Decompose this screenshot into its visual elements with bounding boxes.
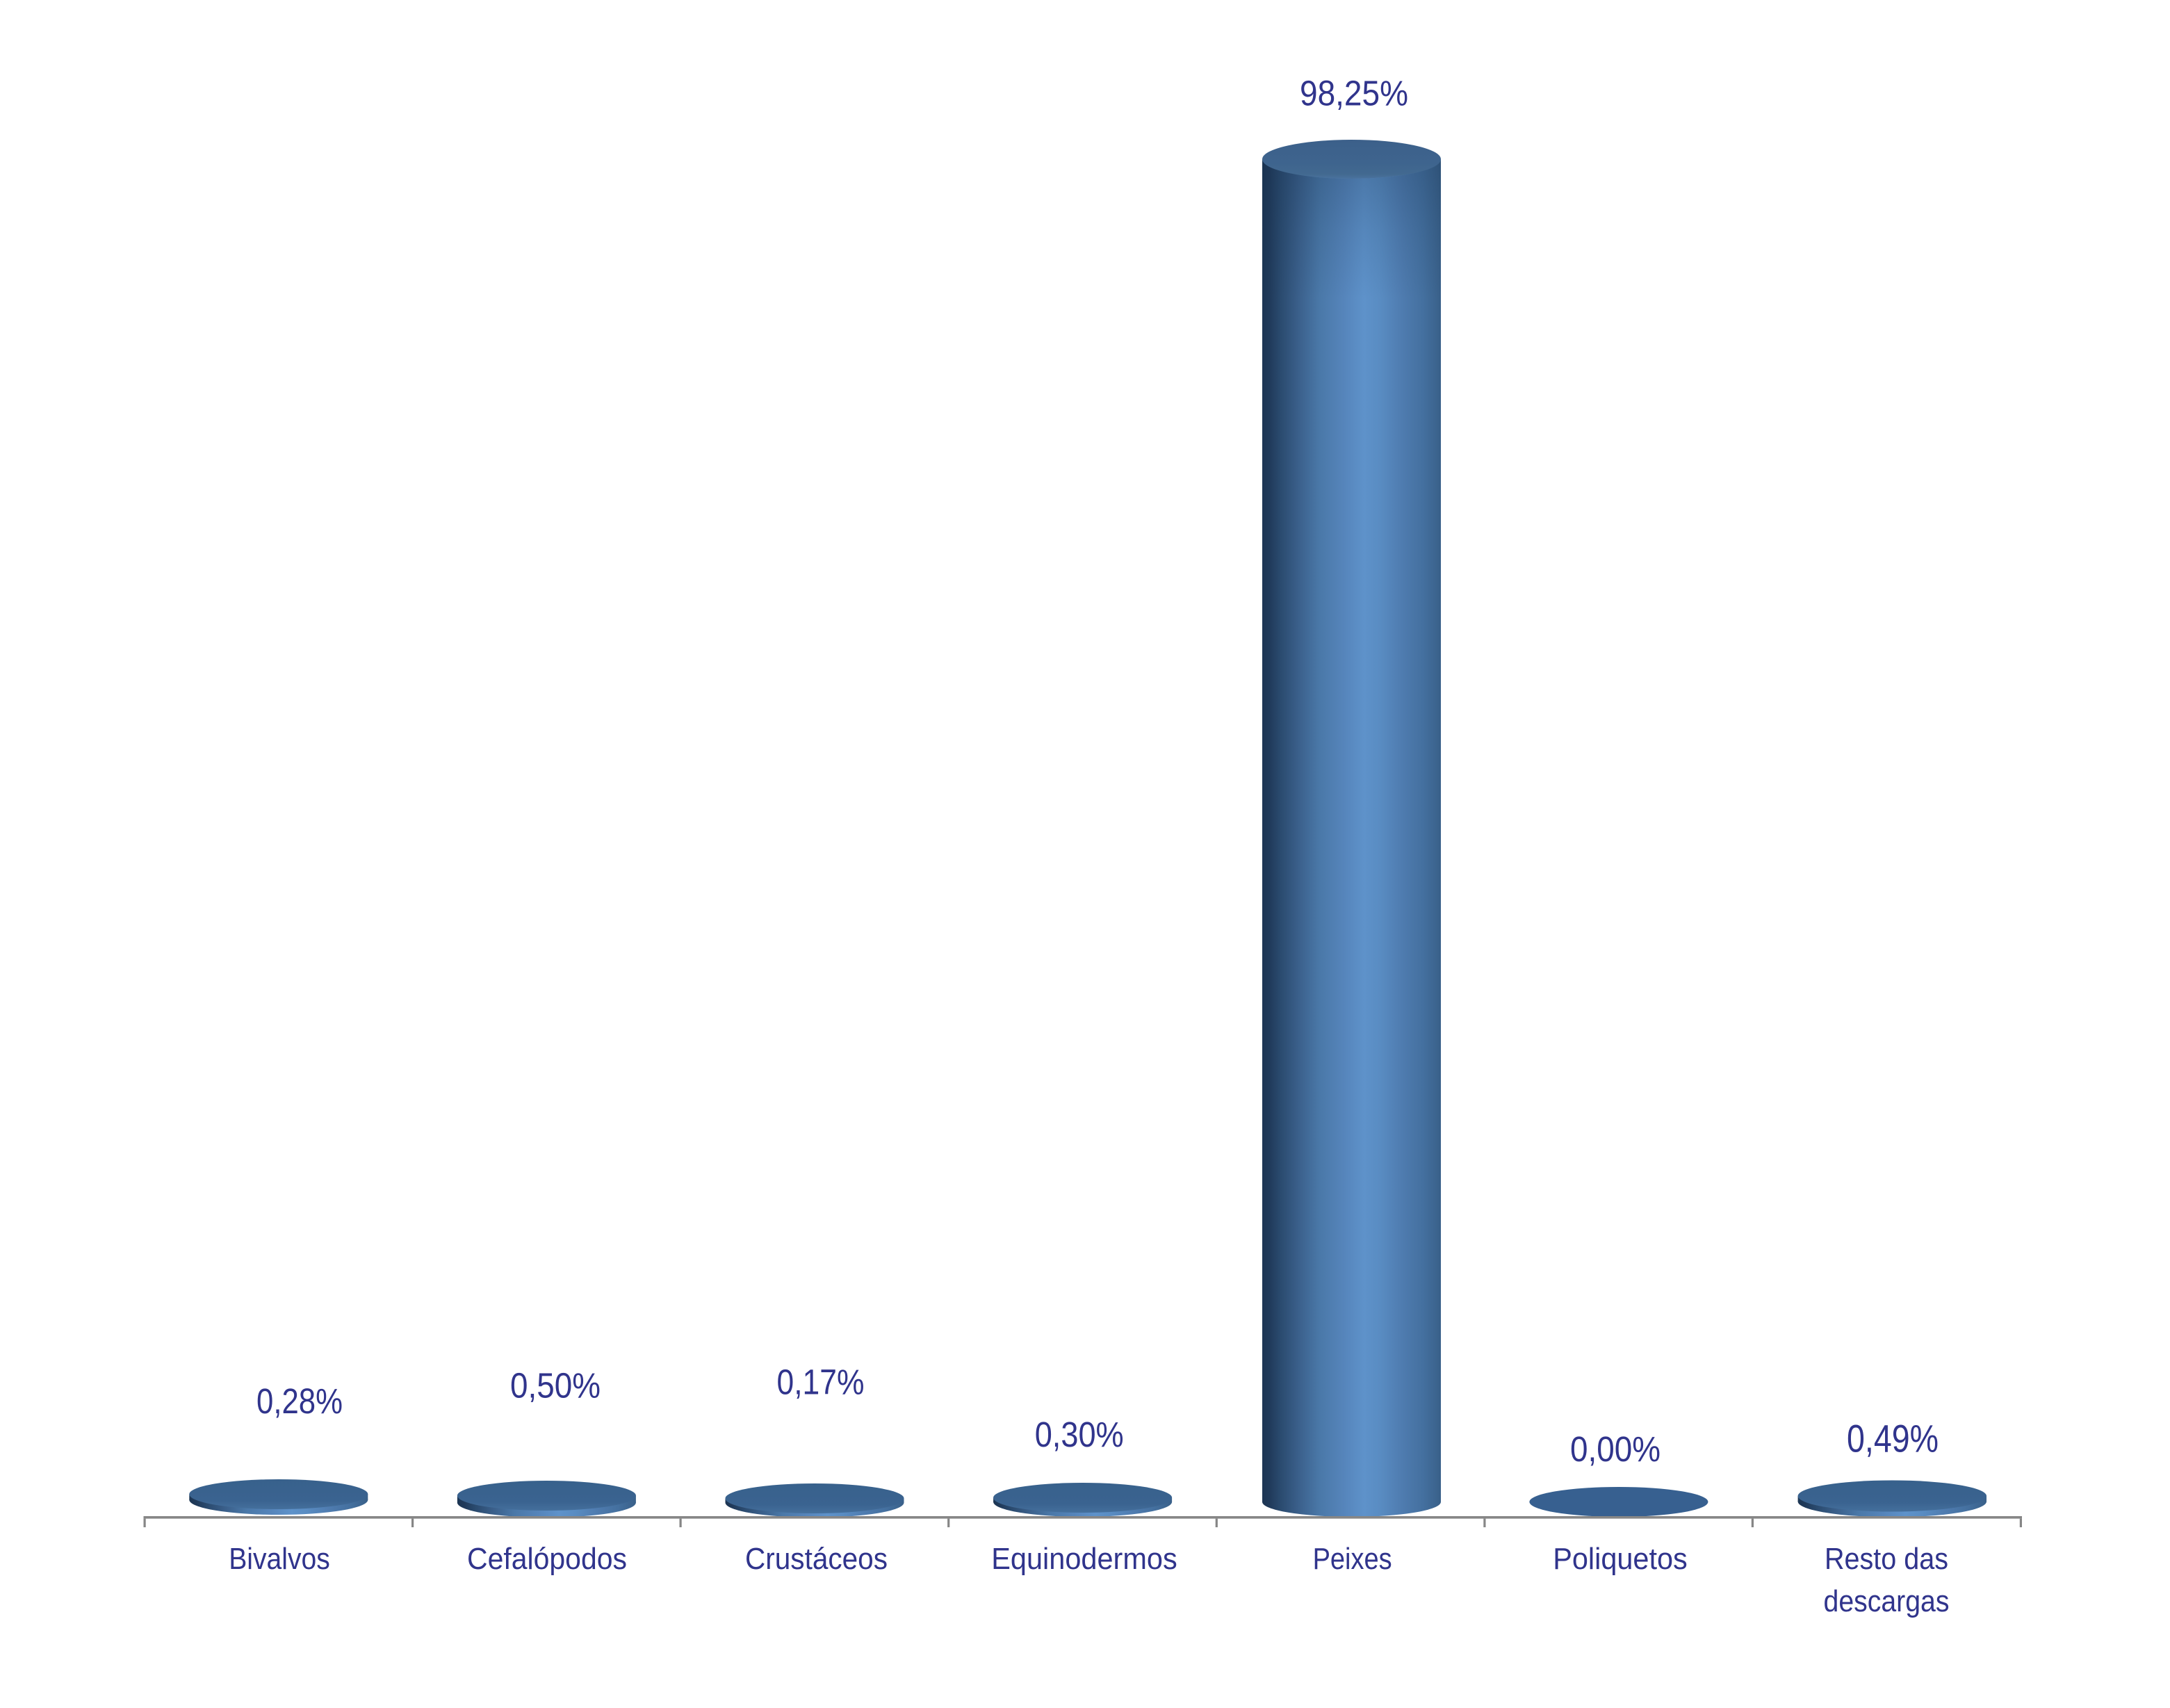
svg-text:Bivalvos: Bivalvos bbox=[229, 1542, 330, 1576]
svg-text:Poliquetos: Poliquetos bbox=[1553, 1542, 1688, 1576]
svg-text:98,25%: 98,25% bbox=[1300, 74, 1408, 113]
svg-text:0,28%: 0,28% bbox=[256, 1381, 343, 1421]
svg-text:Peixes: Peixes bbox=[1313, 1542, 1392, 1576]
svg-text:0,00%: 0,00% bbox=[1570, 1429, 1661, 1469]
svg-text:0,49%: 0,49% bbox=[1847, 1417, 1939, 1461]
svg-text:0,17%: 0,17% bbox=[777, 1363, 865, 1402]
svg-text:Equinodermos: Equinodermos bbox=[991, 1542, 1177, 1576]
svg-text:Crustáceos: Crustáceos bbox=[745, 1542, 888, 1576]
svg-text:Cefalópodos: Cefalópodos bbox=[467, 1542, 627, 1576]
svg-text:0,50%: 0,50% bbox=[510, 1366, 601, 1406]
svg-text:descargas: descargas bbox=[1824, 1584, 1950, 1618]
svg-text:0,30%: 0,30% bbox=[1035, 1415, 1124, 1454]
svg-text:Resto das: Resto das bbox=[1825, 1542, 1948, 1576]
